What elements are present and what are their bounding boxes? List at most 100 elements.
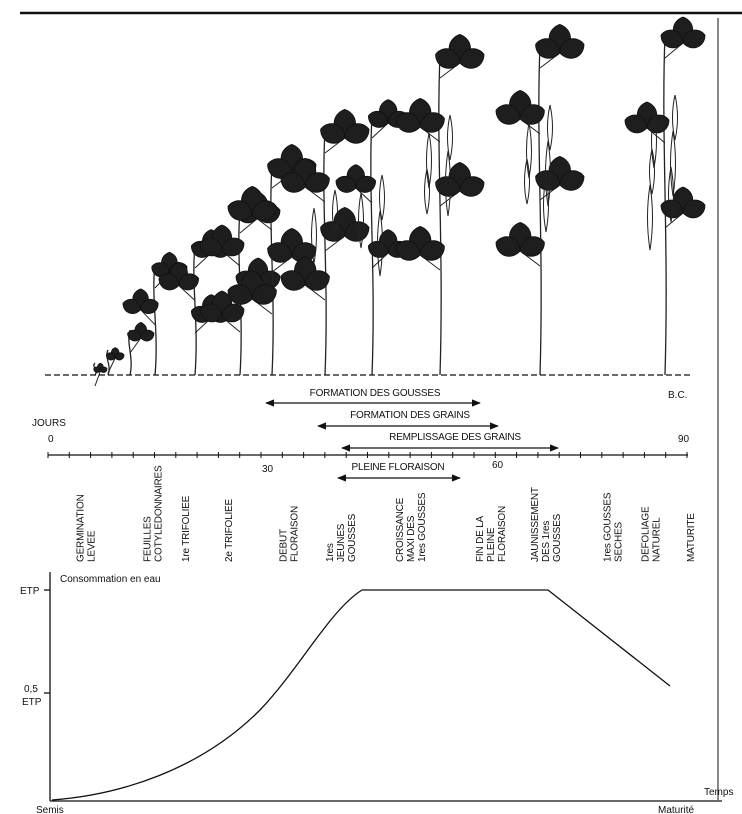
leaf	[519, 104, 545, 125]
leaf	[624, 114, 648, 134]
stage-label: FLORAISON	[497, 506, 508, 562]
x-start: Semis	[36, 805, 64, 814]
leaf	[280, 172, 306, 193]
stage-label: DEBUT	[279, 529, 290, 562]
days-label: JOURS	[32, 418, 66, 429]
day-label: 30	[262, 464, 274, 475]
leaf	[682, 29, 706, 49]
stage-label: NATUREL	[652, 517, 663, 562]
stage-label: PLEINE	[486, 527, 497, 562]
curve-title: Consommation en eau	[60, 574, 161, 585]
stage-label: FLORAISON	[290, 506, 301, 562]
pod	[668, 166, 674, 223]
pod	[543, 176, 549, 233]
x-end: Maturité	[658, 805, 695, 814]
stage-label: JAUNISSEMENT	[530, 487, 541, 562]
leaf	[221, 237, 245, 257]
leaf	[280, 270, 306, 291]
petiole	[107, 357, 116, 374]
stage-label: COTYLEDONNAIRES	[154, 465, 165, 562]
plants	[93, 16, 706, 387]
leaf	[682, 199, 706, 219]
leaf	[320, 123, 346, 144]
leaf	[368, 240, 389, 258]
leaf	[140, 329, 155, 342]
petiole	[129, 337, 142, 354]
stage-label: DEFOLIAGE	[641, 506, 652, 562]
leaf	[419, 240, 445, 261]
stage-label: GOUSSES	[552, 513, 563, 562]
stage-label: 1res GOUSSES	[603, 492, 614, 562]
pod	[547, 104, 553, 151]
leaf	[227, 284, 253, 305]
stage-label: FEUILLES	[143, 516, 154, 562]
stem	[323, 129, 327, 376]
pod	[377, 210, 383, 277]
stage-label: GOUSSES	[347, 513, 358, 562]
stem	[153, 264, 157, 376]
day-label: 60	[492, 460, 504, 471]
leaf	[335, 175, 357, 193]
pod	[524, 158, 530, 205]
pod	[447, 114, 453, 161]
stem	[193, 244, 197, 376]
leaf	[459, 176, 485, 197]
leaf	[140, 298, 159, 314]
leaf	[178, 273, 199, 291]
leaf	[519, 236, 545, 257]
leaf	[660, 29, 684, 49]
y-label: ETP	[22, 697, 42, 708]
bc-label: B.C.	[668, 390, 687, 401]
leaf	[495, 236, 521, 257]
day-label: 0	[48, 434, 54, 445]
leaf	[221, 303, 245, 323]
petiole	[94, 370, 101, 387]
stage-label: FIN DE LA	[475, 515, 486, 562]
stage-label: DES 1res	[541, 521, 552, 562]
pod	[358, 192, 364, 249]
leaf	[660, 199, 684, 219]
pod	[379, 174, 385, 221]
stage-label: MATURITE	[686, 513, 697, 562]
stem	[538, 44, 542, 376]
leaf	[251, 200, 277, 221]
stage-label: 1re TRIFOLIEE	[181, 495, 192, 562]
leaf	[267, 242, 293, 263]
leaf	[535, 38, 561, 59]
stem	[270, 164, 274, 376]
leaf	[122, 298, 142, 314]
pod	[424, 168, 430, 215]
stages: GERMINATION LEVEE FEUILLES COTYLEDONNAIRES 1…	[76, 465, 698, 562]
leaf	[419, 112, 445, 133]
leaf	[304, 270, 330, 291]
stage-label: JEUNES	[336, 523, 347, 562]
pod	[672, 94, 678, 141]
leaf	[495, 104, 521, 125]
leaf	[395, 240, 421, 261]
y-label: ETP	[20, 586, 40, 597]
stage-label: 2e TRIFOLIEE	[224, 498, 235, 562]
stem	[663, 34, 667, 376]
stage-label: 1res	[325, 543, 336, 562]
leaf	[93, 366, 101, 373]
leaf	[559, 170, 585, 191]
leaf	[368, 110, 389, 128]
stage-label: CROISSANCE	[395, 497, 406, 562]
leaf	[199, 237, 223, 257]
leaf	[320, 221, 346, 242]
leaf	[106, 352, 116, 361]
stage-label: GERMINATION	[76, 494, 87, 562]
phase-label: FORMATION DES GOUSSES	[310, 388, 441, 399]
stage-label: LEVEE	[87, 530, 98, 562]
leaf	[559, 38, 585, 59]
pod	[647, 184, 653, 251]
leaf	[304, 172, 330, 193]
pod	[445, 150, 451, 217]
leaf	[459, 48, 485, 69]
leaf	[251, 284, 277, 305]
leaf	[199, 303, 223, 323]
x-label: Temps	[704, 787, 733, 798]
stage-label: MAXI DES	[406, 515, 417, 562]
stem	[438, 54, 442, 376]
